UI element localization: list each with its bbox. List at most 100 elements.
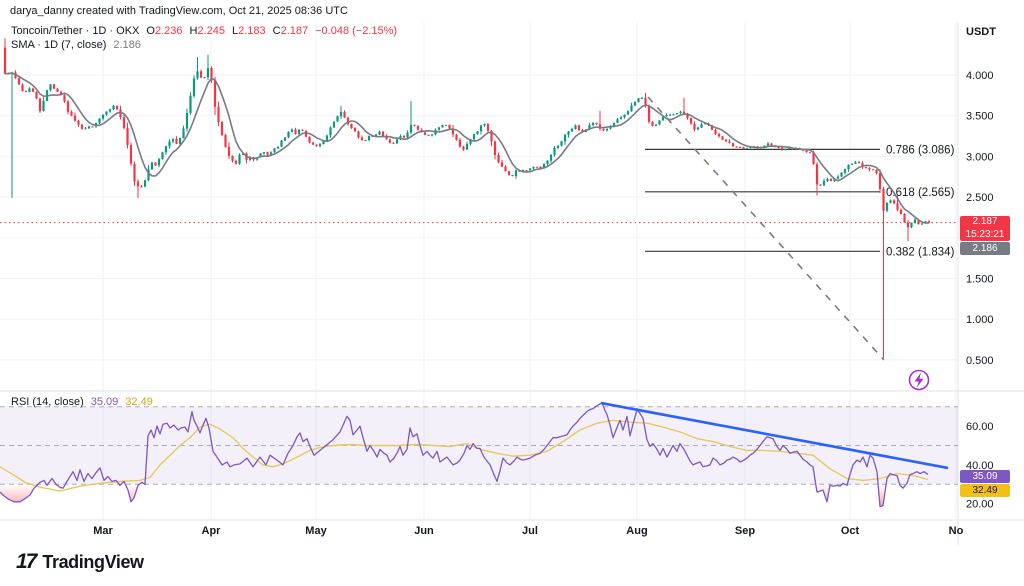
candle-body (745, 148, 749, 150)
candle-body (164, 146, 168, 153)
candle-body (210, 68, 213, 81)
candle-body (591, 122, 595, 126)
candle-body (357, 131, 360, 138)
candle-body (287, 131, 290, 138)
candle-body (77, 120, 80, 125)
candle-body (483, 124, 486, 126)
candle-body (280, 140, 283, 147)
candle-body (311, 142, 315, 145)
candle-body (416, 126, 420, 130)
candle-body (637, 98, 640, 103)
rsi-tick-label: 20.00 (966, 499, 994, 511)
candle-body (829, 178, 833, 181)
candle-body (623, 114, 626, 118)
time-axis-month[interactable]: May (305, 525, 327, 537)
candle-body (308, 136, 311, 143)
candle-body (231, 156, 234, 161)
tradingview-logo-icon[interactable]: 17 (16, 550, 37, 573)
price-tick-label: 3.500 (966, 111, 994, 123)
candle-body (441, 125, 444, 128)
candle-body (563, 134, 567, 142)
candle-body (140, 186, 143, 188)
candle-body (192, 78, 196, 96)
candle-body (525, 170, 528, 171)
candle-body (665, 114, 668, 117)
candle-body (588, 125, 591, 130)
candle-body (500, 162, 504, 167)
candle-body (693, 123, 696, 130)
time-axis-month[interactable]: No (949, 525, 964, 537)
candle-body (777, 147, 780, 149)
time-axis-month[interactable]: Jul (522, 525, 538, 537)
candle-body (150, 162, 154, 170)
price-trendline-dashed[interactable] (647, 96, 885, 361)
fib-retracement[interactable]: 0.786 (3.086) 0.618 (2.565) 0.382 (1.834) (645, 144, 955, 258)
candle-body (73, 115, 77, 121)
candle-body (479, 125, 483, 132)
time-axis-month[interactable]: Oct (841, 525, 860, 537)
rsi-ma-line[interactable] (0, 419, 929, 492)
symbol-title[interactable]: Toncoin/Tether · 1D · OKX (11, 25, 140, 37)
candle-body (427, 134, 430, 136)
candle-body (381, 131, 385, 137)
candle-body (175, 138, 178, 144)
candle-body (514, 170, 518, 177)
candle-body (227, 146, 231, 156)
candle-body (276, 146, 280, 149)
candle-body (700, 124, 703, 128)
candle-body (910, 222, 913, 228)
rsi-trendline[interactable] (600, 401, 949, 470)
candle-body (840, 172, 843, 177)
boost-icon[interactable] (908, 369, 930, 391)
candle-body (672, 114, 675, 116)
candle-body (927, 221, 931, 223)
candle-body (367, 135, 371, 140)
candle-body (616, 119, 619, 123)
candle-body (336, 116, 339, 122)
tradingview-brand[interactable]: TradingView (42, 551, 144, 572)
candle-body (3, 47, 7, 74)
candle-body (567, 131, 570, 135)
candle-body (843, 169, 847, 173)
price-tick-label: 4.000 (966, 70, 994, 82)
candle-body (143, 180, 147, 187)
candle-body (157, 159, 161, 166)
candle-body (602, 128, 605, 131)
candle-body (476, 131, 479, 135)
candle-body (343, 111, 346, 118)
time-axis-month[interactable]: Mar (93, 525, 113, 537)
time-axis-month[interactable]: Jun (414, 525, 434, 537)
time-axis-month[interactable]: Aug (626, 525, 647, 537)
candle-body (112, 105, 115, 110)
candle-body (455, 134, 458, 140)
candle-body (553, 148, 556, 155)
candle-body (56, 88, 59, 92)
candle-body (339, 111, 343, 117)
candle-body (546, 160, 549, 165)
candle-body (52, 84, 56, 89)
time-axis-month[interactable]: Sep (735, 525, 755, 537)
rsi-oversold-fill (0, 484, 928, 507)
candle-body (780, 147, 784, 150)
rsi-tick-label: 60.00 (966, 421, 994, 433)
close-value: 2.187 (280, 25, 309, 37)
candle-body (301, 129, 304, 131)
candle-body (465, 143, 469, 150)
rsi-value: 35.09 (90, 396, 119, 408)
candle-body (889, 200, 892, 203)
candle-body (605, 128, 609, 131)
candle-body (437, 127, 441, 130)
sma-line[interactable] (4, 72, 929, 224)
candle-body (731, 143, 735, 147)
candle-body (273, 148, 276, 153)
rsi-line[interactable] (0, 402, 929, 508)
candle-body (658, 120, 661, 125)
candle-body (353, 128, 357, 132)
sma-label[interactable]: SMA · 1D (7, close) (11, 39, 107, 51)
candle-body (738, 147, 742, 148)
rsi-tick-label: 40.00 (966, 460, 994, 472)
rsi-label[interactable]: RSI (14, close) (11, 396, 84, 408)
candle-body (388, 139, 392, 143)
time-axis-month[interactable]: Apr (202, 525, 222, 537)
